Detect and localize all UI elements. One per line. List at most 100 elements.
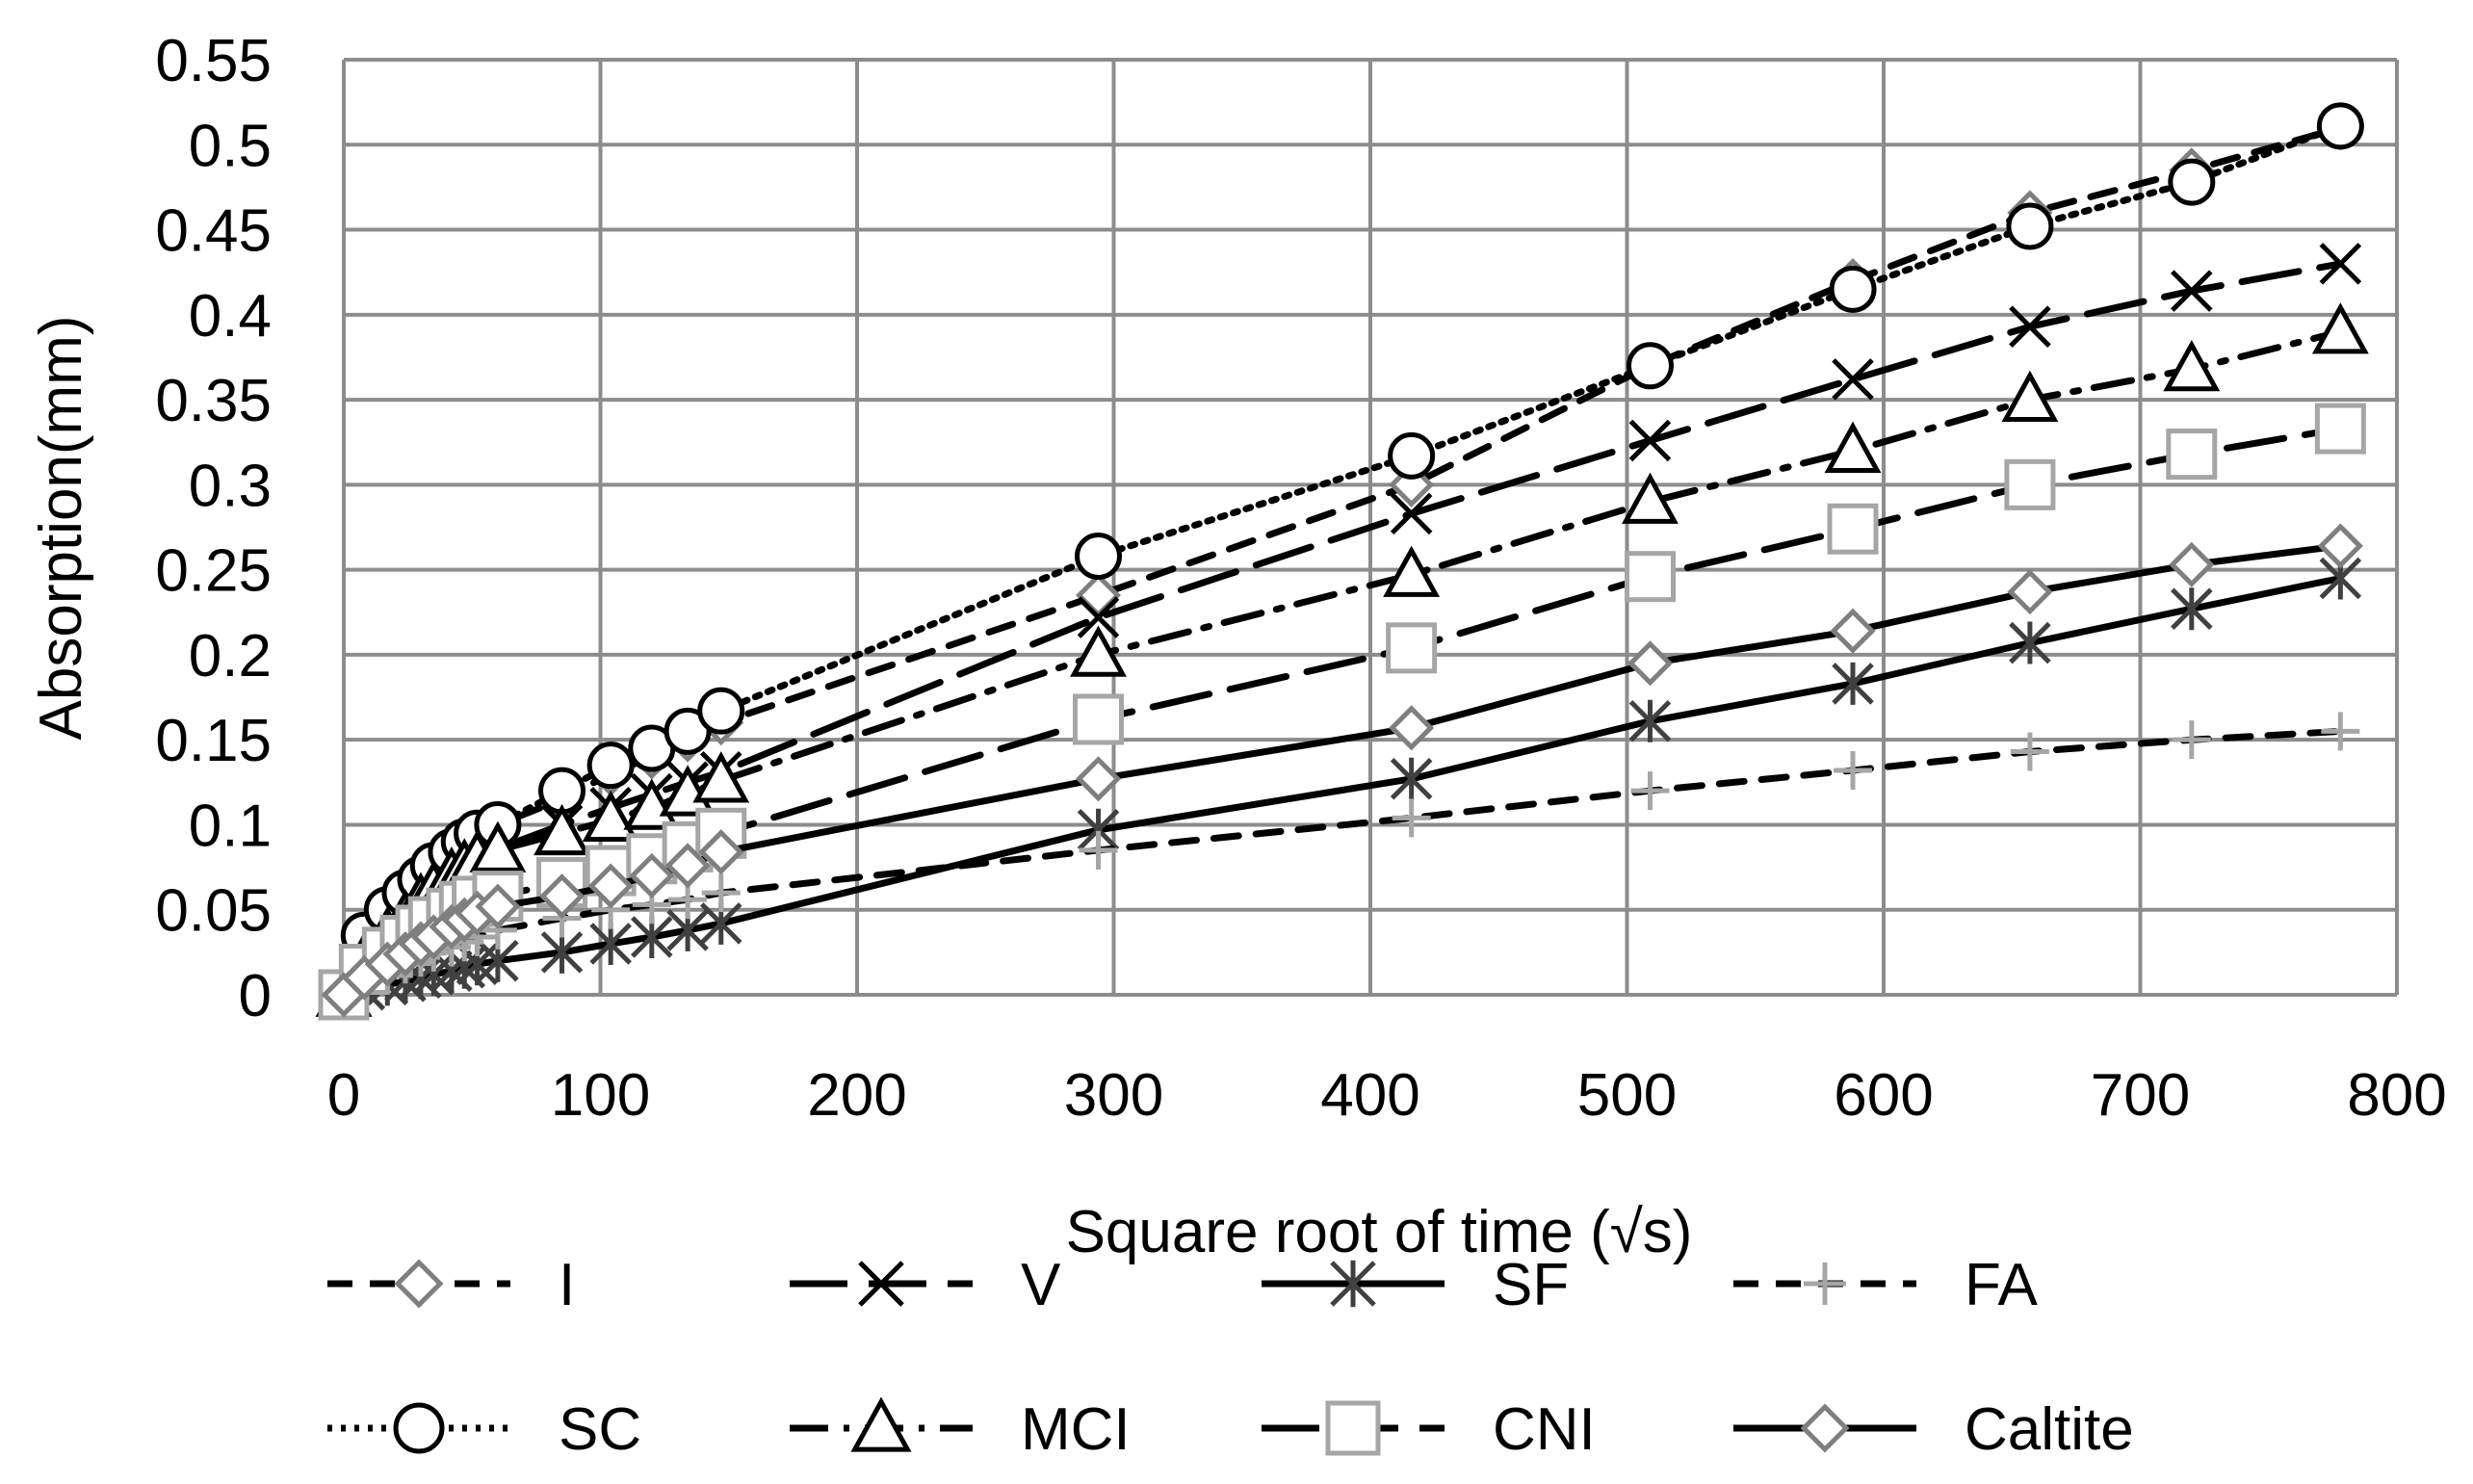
- legend-label-mci: MCI: [1021, 1396, 1131, 1463]
- y-tick-label: 0.35: [155, 368, 272, 434]
- y-tick-label: 0.5: [189, 113, 272, 179]
- x-tick-label: 500: [1577, 1062, 1677, 1129]
- series-layer: [315, 102, 2369, 1021]
- legend-item-sc: SC: [327, 1396, 641, 1463]
- data-point-fa: [701, 873, 741, 913]
- data-point-cni: [1624, 551, 1676, 603]
- data-point-cni: [1827, 503, 1879, 555]
- data-point-caltite: [475, 883, 521, 929]
- data-point-caltite: [587, 863, 634, 909]
- data-point-caltite: [538, 873, 586, 920]
- x-tick-label: 200: [807, 1062, 906, 1129]
- data-point-mci: [1622, 472, 1679, 524]
- series-caltite: [321, 523, 2363, 1018]
- data-point-mci: [1070, 625, 1127, 677]
- data-point-mci: [582, 790, 639, 843]
- data-point-sf: [589, 923, 632, 966]
- data-point-fa: [1392, 798, 1431, 838]
- data-point-sf: [2171, 587, 2213, 631]
- y-tick-label: 0.25: [155, 538, 272, 605]
- data-point-caltite: [664, 843, 711, 889]
- y-tick-label: 0.2: [189, 623, 272, 690]
- legend-item-cni: CNI: [1262, 1396, 1596, 1463]
- y-tick-label: 0.15: [155, 708, 272, 774]
- data-point-sc: [2316, 102, 2364, 150]
- series-v: [323, 243, 2362, 1016]
- data-point-mci: [2163, 339, 2221, 392]
- legend-label-v: V: [1021, 1252, 1061, 1318]
- legend-marker-fa: [1804, 1263, 1846, 1305]
- data-point-mci: [2001, 370, 2059, 422]
- data-point-sf: [540, 930, 584, 974]
- legend-label-fa: FA: [1965, 1252, 2038, 1318]
- data-point-caltite: [1627, 640, 1674, 687]
- legend: I V SF FA SC MCI CNI Caltite: [327, 1252, 2134, 1463]
- x-axis-label: Square root of time (√s): [1066, 1199, 1693, 1265]
- data-point-mci: [623, 778, 681, 830]
- data-point-mci: [1824, 421, 1882, 473]
- data-point-v: [1832, 358, 1874, 401]
- data-point-sc: [1388, 431, 1436, 480]
- series-sf: [323, 557, 2362, 1016]
- y-tick-label: 0.4: [189, 283, 272, 350]
- legend-marker-mci: [850, 1396, 912, 1452]
- legend-item-i: I: [327, 1252, 575, 1318]
- legend-item-sf: SF: [1262, 1252, 1569, 1318]
- data-point-sc: [664, 707, 712, 755]
- legend-item-v: V: [790, 1252, 1061, 1318]
- data-point-mci: [692, 751, 750, 803]
- data-point-cni: [2166, 429, 2218, 481]
- data-point-sf: [2009, 621, 2051, 664]
- legend-label-i: I: [559, 1252, 575, 1318]
- data-point-cni: [1073, 693, 1125, 745]
- legend-marker-cni: [1325, 1400, 1381, 1456]
- data-point-caltite: [2317, 523, 2363, 569]
- data-point-fa: [1079, 830, 1118, 870]
- y-tick-label: 0.3: [189, 453, 272, 519]
- data-point-sc: [1075, 533, 1123, 581]
- y-axis-label: Absorption(mm): [28, 316, 94, 741]
- x-tick-label: 300: [1064, 1062, 1163, 1129]
- data-point-mci: [1383, 545, 1441, 597]
- data-point-cni: [2004, 458, 2056, 510]
- legend-marker-caltite: [1800, 1403, 1850, 1453]
- data-point-v: [1390, 492, 1433, 535]
- data-point-fa: [1834, 750, 1873, 790]
- series-line-fa: [340, 727, 2344, 999]
- data-point-fa: [2010, 732, 2049, 771]
- data-point-fa: [2321, 712, 2360, 751]
- data-point-v: [1077, 596, 1120, 638]
- data-point-sc: [1829, 265, 1877, 313]
- data-point-sf: [1390, 757, 1433, 800]
- x-tick-label: 600: [1834, 1062, 1933, 1129]
- x-tick-label: 700: [2091, 1062, 2190, 1129]
- legend-marker-sc: [393, 1402, 445, 1454]
- series-line-sf: [340, 575, 2344, 999]
- x-axis-ticks: 0 100 200 300 400 500 600 700 800: [327, 1062, 2447, 1129]
- legend-label-caltite: Caltite: [1965, 1396, 2134, 1463]
- legend-label-sf: SF: [1493, 1252, 1569, 1318]
- legend-label-cni: CNI: [1493, 1396, 1596, 1463]
- legend-item-caltite: Caltite: [1733, 1396, 2134, 1463]
- y-tick-label: 0.1: [189, 793, 272, 859]
- data-point-sc: [1626, 342, 1674, 390]
- data-point-sf: [1832, 662, 1874, 705]
- legend-marker-sf: [1330, 1260, 1376, 1308]
- x-tick-label: 100: [551, 1062, 650, 1129]
- data-point-v: [2171, 270, 2213, 312]
- x-tick-label: 800: [2347, 1062, 2446, 1129]
- y-tick-label: 0.45: [155, 198, 272, 265]
- data-point-v: [2009, 305, 2051, 348]
- data-point-cni: [1386, 622, 1438, 674]
- data-point-sc: [697, 687, 745, 735]
- data-point-cni: [2314, 403, 2366, 455]
- data-point-caltite: [1830, 608, 1876, 654]
- data-point-sc: [2168, 158, 2216, 206]
- data-point-mci: [469, 820, 527, 872]
- data-point-fa: [2172, 720, 2211, 760]
- y-tick-label: 0.55: [155, 28, 272, 94]
- data-point-caltite: [1389, 705, 1435, 751]
- y-tick-label: 0: [239, 963, 272, 1029]
